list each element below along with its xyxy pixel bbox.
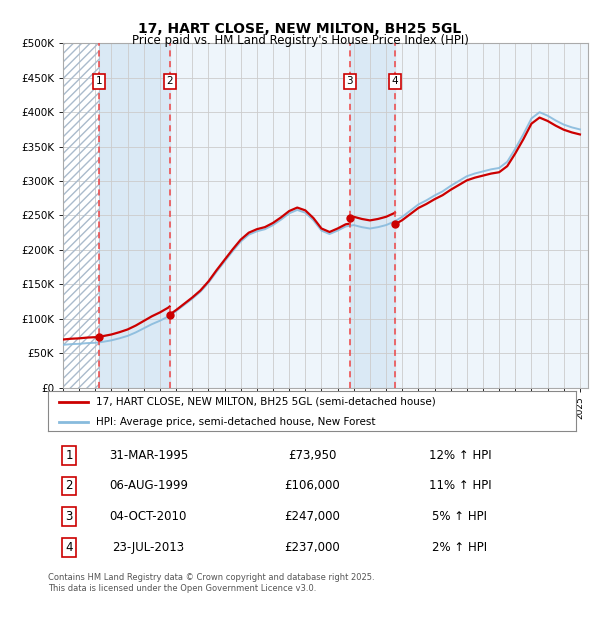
Text: 1: 1 <box>65 449 73 462</box>
Text: 31-MAR-1995: 31-MAR-1995 <box>109 449 188 462</box>
Text: 4: 4 <box>392 76 398 86</box>
Bar <box>100 43 170 388</box>
Text: 11% ↑ HPI: 11% ↑ HPI <box>428 479 491 492</box>
Text: 12% ↑ HPI: 12% ↑ HPI <box>428 449 491 462</box>
Bar <box>350 43 395 388</box>
Text: 04-OCT-2010: 04-OCT-2010 <box>110 510 187 523</box>
Text: Price paid vs. HM Land Registry's House Price Index (HPI): Price paid vs. HM Land Registry's House … <box>131 34 469 47</box>
Text: 23-JUL-2013: 23-JUL-2013 <box>112 541 184 554</box>
Text: Contains HM Land Registry data © Crown copyright and database right 2025.
This d: Contains HM Land Registry data © Crown c… <box>48 574 374 593</box>
Bar <box>63 43 100 388</box>
Text: 06-AUG-1999: 06-AUG-1999 <box>109 479 188 492</box>
Text: 3: 3 <box>65 510 73 523</box>
Text: 17, HART CLOSE, NEW MILTON, BH25 5GL: 17, HART CLOSE, NEW MILTON, BH25 5GL <box>139 22 461 36</box>
Text: 4: 4 <box>65 541 73 554</box>
Text: HPI: Average price, semi-detached house, New Forest: HPI: Average price, semi-detached house,… <box>95 417 375 427</box>
Text: 5% ↑ HPI: 5% ↑ HPI <box>433 510 487 523</box>
Text: 2: 2 <box>166 76 173 86</box>
Bar <box>63 43 100 388</box>
Text: £247,000: £247,000 <box>284 510 340 523</box>
Text: 2% ↑ HPI: 2% ↑ HPI <box>432 541 487 554</box>
Text: 17, HART CLOSE, NEW MILTON, BH25 5GL (semi-detached house): 17, HART CLOSE, NEW MILTON, BH25 5GL (se… <box>95 397 435 407</box>
Text: £237,000: £237,000 <box>284 541 340 554</box>
Text: £106,000: £106,000 <box>284 479 340 492</box>
Text: 1: 1 <box>96 76 103 86</box>
Text: 3: 3 <box>346 76 353 86</box>
Text: £73,950: £73,950 <box>288 449 336 462</box>
Text: 2: 2 <box>65 479 73 492</box>
